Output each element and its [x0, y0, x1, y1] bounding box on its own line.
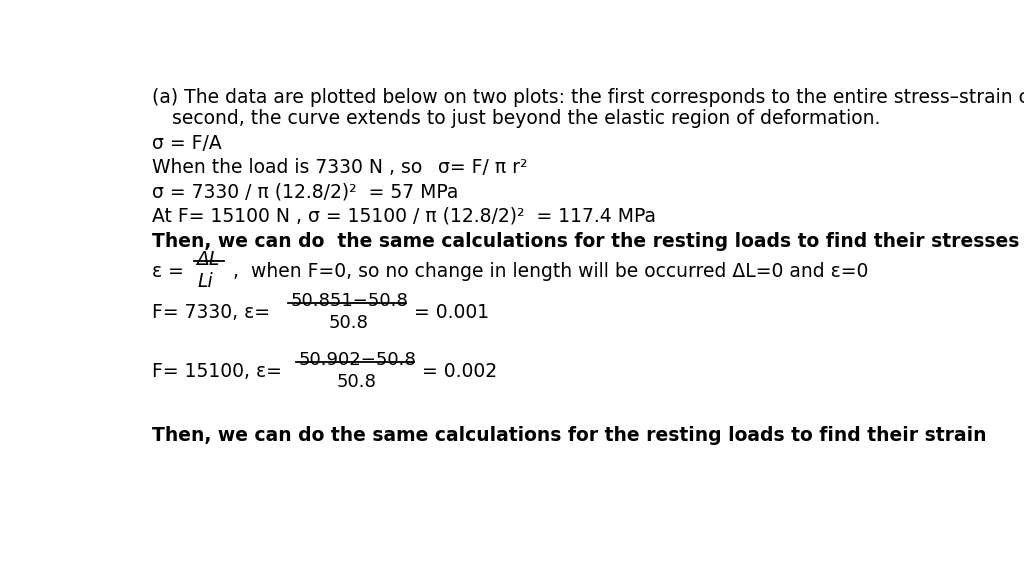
Text: σ = 7330 / π (12.8/2)²  = 57 MPa: σ = 7330 / π (12.8/2)² = 57 MPa — [152, 182, 458, 201]
Text: 50.902−50.8: 50.902−50.8 — [299, 351, 417, 369]
Text: 50.851−50.8: 50.851−50.8 — [291, 292, 409, 310]
Text: = 0.002: = 0.002 — [422, 362, 497, 381]
Text: second, the curve extends to just beyond the elastic region of deformation.: second, the curve extends to just beyond… — [172, 109, 880, 128]
Text: 50.8: 50.8 — [329, 314, 369, 332]
Text: ε =: ε = — [152, 262, 183, 281]
Text: Li: Li — [197, 272, 213, 291]
Text: ΔL: ΔL — [197, 250, 219, 269]
Text: ,  when F=0, so no change in length will be occurred ΔL=0 and ε=0: , when F=0, so no change in length will … — [227, 262, 868, 281]
Text: Then, we can do  the same calculations for the resting loads to find their stres: Then, we can do the same calculations fo… — [152, 232, 1019, 251]
Text: 50.8: 50.8 — [336, 373, 376, 391]
Text: Then, we can do the same calculations for the resting loads to find their strain: Then, we can do the same calculations fo… — [152, 426, 986, 445]
Text: At F= 15100 N , σ = 15100 / π (12.8/2)²  = 117.4 MPa: At F= 15100 N , σ = 15100 / π (12.8/2)² … — [152, 207, 655, 226]
Text: (a) The data are plotted below on two plots: the first corresponds to the entire: (a) The data are plotted below on two pl… — [152, 88, 1024, 107]
Text: F= 15100, ε=: F= 15100, ε= — [152, 362, 282, 381]
Text: = 0.001: = 0.001 — [414, 304, 488, 323]
Text: σ = F/A: σ = F/A — [152, 134, 221, 153]
Text: When the load is 7330 N , so: When the load is 7330 N , so — [152, 158, 422, 177]
Text: F= 7330, ε=: F= 7330, ε= — [152, 304, 269, 323]
Text: σ= F/ π r²: σ= F/ π r² — [437, 158, 527, 177]
